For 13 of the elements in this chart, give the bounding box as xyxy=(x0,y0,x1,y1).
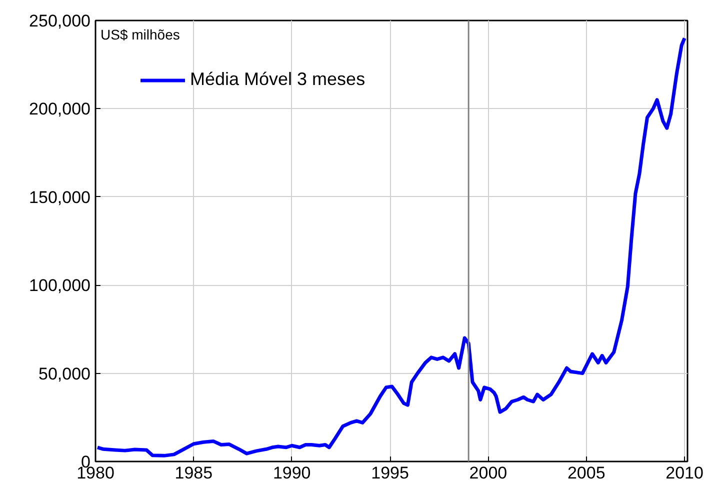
x-tick-label: 2010 xyxy=(666,464,704,482)
y-tick-label: 200,000 xyxy=(29,100,90,119)
y-tick-label: 250,000 xyxy=(29,12,90,30)
x-tick-label: 1995 xyxy=(371,464,409,482)
annotation: US$ milhões xyxy=(100,26,180,42)
y-tick-label: 100,000 xyxy=(29,276,90,296)
y-tick-label: 150,000 xyxy=(29,188,90,207)
x-tick-label: 1990 xyxy=(272,464,311,482)
y-tick-label: 50,000 xyxy=(38,364,91,384)
legend-label: Média Móvel 3 meses xyxy=(190,69,366,90)
x-tick-label: 1985 xyxy=(174,464,213,482)
x-tick-label: 2005 xyxy=(567,464,606,482)
x-tick-label: 2000 xyxy=(469,464,508,482)
